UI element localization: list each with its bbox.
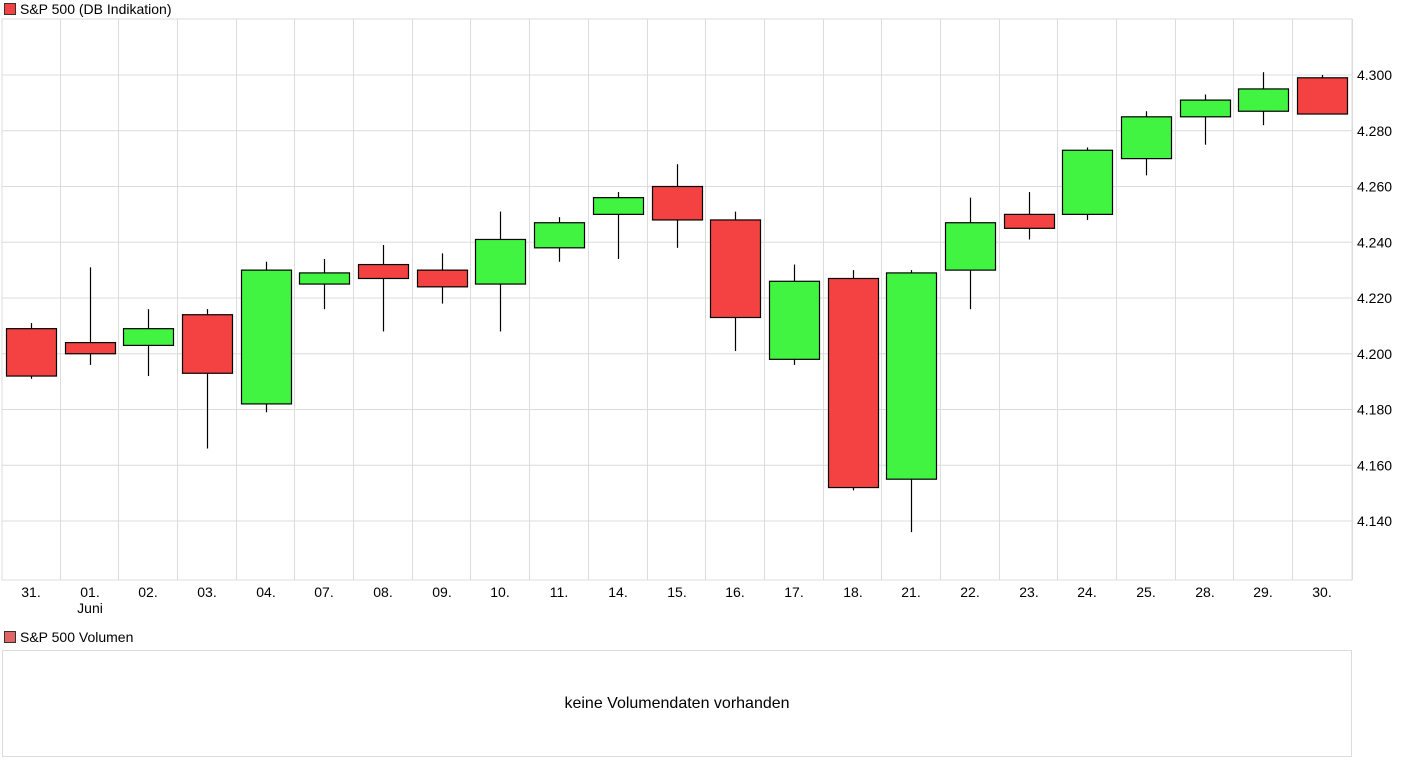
candle-08 — [357, 245, 410, 332]
volume-legend: S&P 500 Volumen — [4, 629, 133, 645]
y-tick-label: 4.160 — [1357, 457, 1392, 473]
legend-swatch-volume — [4, 631, 16, 643]
candle-14 — [592, 192, 645, 259]
candle-02 — [122, 309, 175, 377]
candle-17 — [768, 264, 821, 365]
x-tick-label: 01. — [80, 584, 99, 600]
y-tick-label: 4.260 — [1357, 179, 1392, 195]
y-axis: 4.140 4.160 4.180 4.200 4.220 4.240 4.260 4.280… — [1357, 67, 1392, 529]
y-tick-label: 4.280 — [1357, 123, 1392, 139]
candlestick-chart: 4.140 4.160 4.180 4.200 4.220 4.240 4.260 4.280… — [1, 18, 1392, 616]
candle-31 — [5, 323, 58, 379]
x-tick-label: 04. — [256, 584, 275, 600]
x-tick-label: 21. — [901, 584, 920, 600]
month-label: Juni — [77, 600, 103, 616]
main-chart-legend: S&P 500 (DB Indikation) — [4, 1, 172, 17]
x-axis: 31. 01.Juni 02. 03. 04. 07. 08. 09. 10. 11. 14. 15.… — [21, 584, 1331, 616]
x-tick-label: 11. — [550, 584, 568, 600]
candle-10 — [474, 211, 527, 332]
x-tick-label: 10. — [490, 584, 509, 600]
volume-panel: keine Volumendaten vorhanden — [2, 650, 1352, 757]
candle-09 — [416, 253, 469, 304]
candle-23 — [1003, 192, 1056, 240]
candle-01 — [64, 267, 117, 365]
x-tick-label: 08. — [373, 584, 392, 600]
x-tick-label: 28. — [1195, 584, 1214, 600]
candle-07 — [298, 258, 351, 310]
candle-03 — [181, 309, 234, 449]
x-tick-label: 29. — [1253, 584, 1272, 600]
x-tick-label: 09. — [432, 584, 451, 600]
legend-label-volume: S&P 500 Volumen — [20, 629, 134, 645]
candle-22 — [944, 197, 997, 310]
candle-04 — [240, 261, 293, 413]
x-tick-label: 14. — [608, 584, 627, 600]
x-tick-label: 24. — [1077, 584, 1096, 600]
x-tick-label: 15. — [667, 584, 686, 600]
candle-30 — [1296, 75, 1349, 115]
legend-label-price: S&P 500 (DB Indikation) — [20, 1, 172, 17]
candle-25 — [1120, 111, 1173, 176]
x-tick-label: 17. — [784, 584, 803, 600]
x-tick-label: 23. — [1019, 584, 1038, 600]
y-tick-label: 4.200 — [1357, 346, 1392, 362]
candle-18 — [827, 270, 880, 491]
y-tick-label: 4.240 — [1357, 234, 1392, 250]
y-tick-label: 4.180 — [1357, 402, 1392, 418]
candle-28 — [1179, 94, 1232, 145]
no-volume-message: keine Volumendaten vorhanden — [564, 694, 790, 712]
candle-16 — [709, 211, 762, 351]
y-tick-label: 4.140 — [1357, 513, 1392, 529]
x-tick-label: 18. — [843, 584, 862, 600]
candle-24 — [1061, 147, 1114, 220]
candles — [5, 72, 1349, 533]
chart-grid — [1, 18, 1353, 581]
x-tick-label: 03. — [197, 584, 216, 600]
x-tick-label: 30. — [1312, 584, 1331, 600]
y-tick-label: 4.220 — [1357, 290, 1392, 306]
x-tick-label: 22. — [960, 584, 979, 600]
legend-swatch-price — [4, 3, 16, 15]
candle-15 — [651, 164, 704, 248]
x-tick-label: 16. — [725, 584, 744, 600]
x-tick-label: 02. — [138, 584, 157, 600]
y-tick-label: 4.300 — [1357, 67, 1392, 83]
x-tick-label: 07. — [314, 584, 333, 600]
candle-11 — [533, 217, 586, 262]
x-tick-label: 25. — [1136, 584, 1155, 600]
x-tick-label: 31. — [21, 584, 40, 600]
candle-29 — [1237, 72, 1290, 126]
candle-21 — [885, 270, 938, 533]
